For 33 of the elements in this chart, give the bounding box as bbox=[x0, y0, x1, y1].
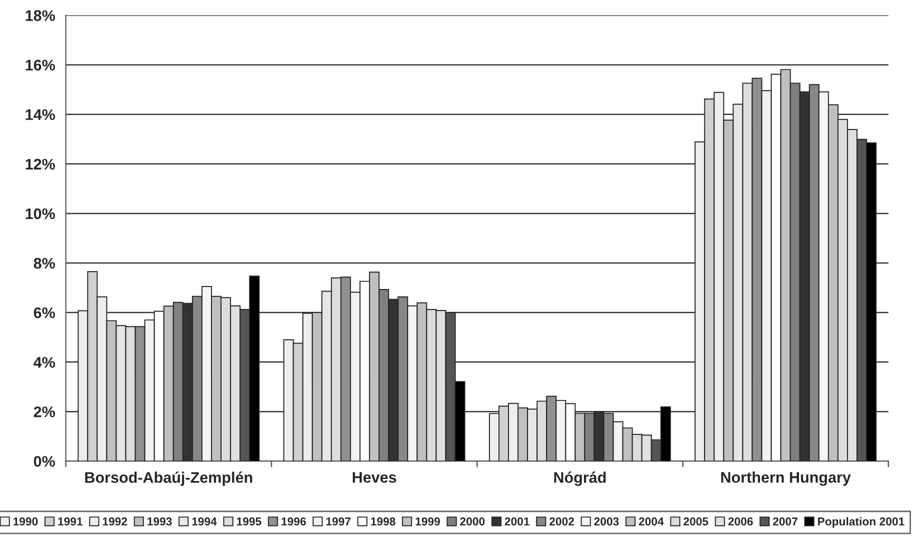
legend-label: 2001 bbox=[504, 517, 530, 526]
legend-label: 1991 bbox=[58, 517, 82, 526]
legend-label: 1996 bbox=[282, 517, 306, 526]
y-tick-label: 18% bbox=[26, 10, 55, 21]
legend-label: 1994 bbox=[192, 517, 217, 526]
x-tick-label: Heves bbox=[352, 472, 396, 483]
legend-label: 1993 bbox=[148, 517, 172, 526]
legend-label: Population 2001 bbox=[818, 517, 904, 528]
y-tick-label: 16% bbox=[26, 60, 55, 71]
legend-label: 2005 bbox=[684, 517, 708, 526]
y-tick-label: 6% bbox=[34, 307, 55, 318]
legend-label: 2003 bbox=[594, 517, 619, 526]
legend-label: 2000 bbox=[460, 517, 485, 526]
legend-label: 2007 bbox=[772, 517, 798, 526]
x-tick-label: Nógrád bbox=[554, 472, 606, 486]
y-tick-label: 8% bbox=[34, 258, 55, 269]
legend-label: 2004 bbox=[638, 517, 664, 526]
legend-label: 2002 bbox=[550, 517, 574, 526]
y-tick-label: 2% bbox=[34, 406, 55, 418]
legend-label: 1992 bbox=[102, 517, 128, 526]
legend-label: 1995 bbox=[236, 517, 262, 526]
y-tick-label: 12% bbox=[26, 158, 55, 170]
legend-label: 1990 bbox=[14, 517, 38, 526]
x-tick-label: Northern Hungary bbox=[721, 472, 851, 486]
y-tick-label: 10% bbox=[26, 208, 55, 220]
legend-label: 1997 bbox=[326, 517, 350, 526]
legend-label: 1998 bbox=[371, 517, 396, 526]
x-tick-label: Borsod-Abaúj-Zemplén bbox=[85, 472, 252, 486]
legend-label: 1999 bbox=[416, 517, 440, 526]
y-tick-label: 4% bbox=[34, 356, 55, 368]
y-tick-label: 0% bbox=[34, 456, 55, 467]
legend-label: 2006 bbox=[728, 517, 753, 526]
y-tick-label: 14% bbox=[26, 109, 55, 120]
